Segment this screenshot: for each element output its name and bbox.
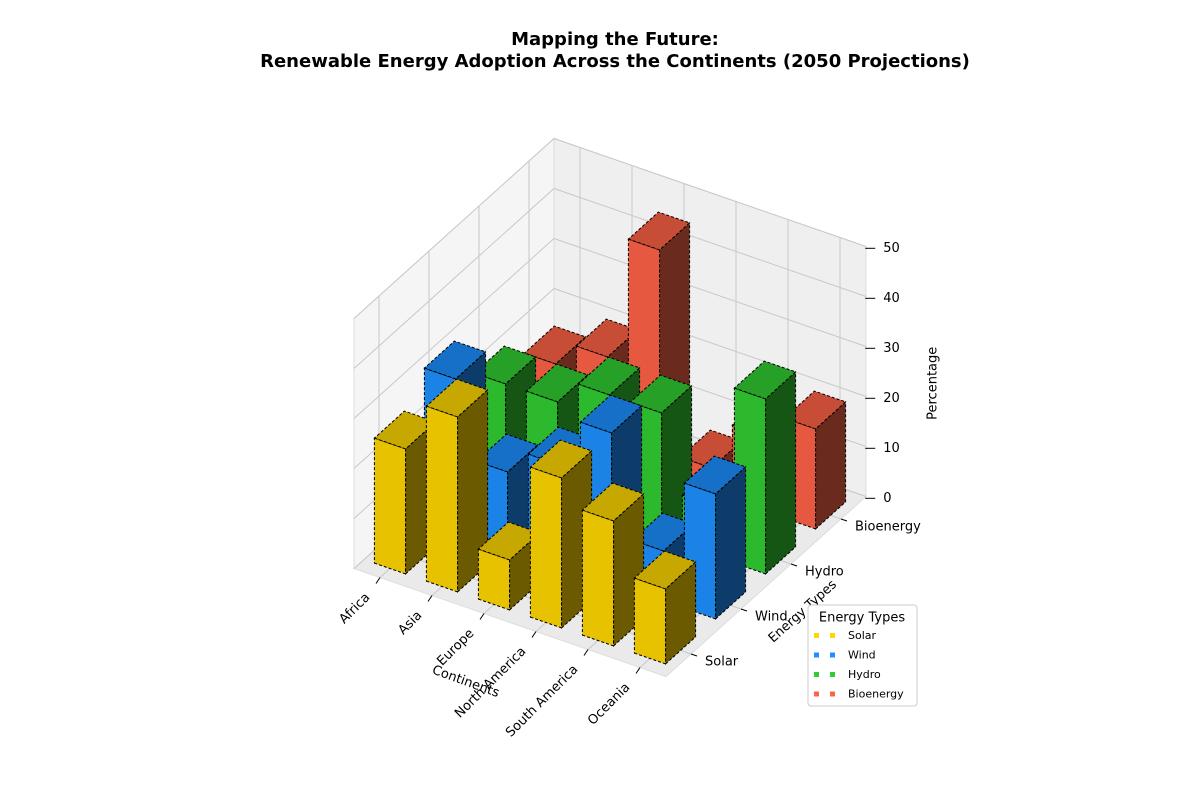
z-axis-label: Percentage <box>926 347 941 420</box>
y-tick-label: Wind <box>755 610 788 625</box>
bar-top <box>581 482 645 522</box>
y-tick <box>690 653 698 657</box>
legend-label: Bioenergy <box>848 688 904 701</box>
x-tick-label: Oceania <box>585 680 633 728</box>
legend-label: Solar <box>848 629 877 642</box>
x-tick <box>375 577 381 584</box>
bar-top <box>733 360 797 400</box>
legend-marker <box>830 672 835 677</box>
x-tick-label: Africa <box>336 590 373 627</box>
bar-front <box>633 577 667 665</box>
x-tick <box>583 649 589 656</box>
x-tick <box>427 595 433 602</box>
grid-line <box>353 237 867 419</box>
bar-side <box>765 370 797 576</box>
legend-marker <box>830 652 835 658</box>
bar-top <box>529 439 593 479</box>
bar-top <box>633 550 697 590</box>
bar-top <box>579 394 643 434</box>
bar-top <box>683 455 747 495</box>
z-tick-label: 30 <box>883 341 900 356</box>
bar-front <box>529 466 563 629</box>
y-tick-label: Hydro <box>805 565 844 580</box>
legend-marker <box>830 633 835 638</box>
bar-front <box>581 509 615 647</box>
x-tick <box>635 667 641 674</box>
legend-marker <box>830 691 835 697</box>
x-tick-label: South America <box>503 662 581 740</box>
x-tick <box>531 631 537 638</box>
legend-marker <box>814 652 819 658</box>
x-tick-label: Europe <box>434 626 477 669</box>
bar-top <box>629 374 693 414</box>
legend-box <box>807 604 918 707</box>
bar-front <box>425 405 459 593</box>
x-tick <box>479 613 485 620</box>
z-tick-label: 40 <box>883 291 900 306</box>
grid-line <box>353 137 867 319</box>
z-tick-label: 0 <box>883 491 891 506</box>
legend-label: Wind <box>848 649 876 662</box>
legend-marker <box>814 672 819 677</box>
bar <box>633 550 697 666</box>
x-tick-label: Asia <box>395 608 425 638</box>
bar-front <box>477 548 511 611</box>
bar-top <box>783 390 847 430</box>
bar-top <box>679 429 743 469</box>
bar-top <box>523 325 587 365</box>
bar-front <box>373 437 407 575</box>
grid-line <box>353 287 867 469</box>
y-tick <box>740 608 748 612</box>
y-tick-label: Solar <box>705 655 739 670</box>
bar-top <box>627 211 691 251</box>
z-tick-label: 10 <box>883 441 900 456</box>
grid-line <box>353 187 867 369</box>
bar-top <box>475 433 539 473</box>
bar-top <box>473 345 537 385</box>
z-tick-label: 20 <box>883 391 900 406</box>
bar-top <box>477 521 541 561</box>
bar-top <box>577 356 641 396</box>
z-tick-label: 50 <box>883 241 900 256</box>
y-tick-label: Bioenergy <box>855 520 921 535</box>
bar-top <box>631 512 695 552</box>
chart-title: Mapping the Future: <box>511 29 719 50</box>
bar <box>425 378 489 594</box>
y-tick <box>790 563 798 567</box>
y-tick <box>840 518 848 522</box>
legend-marker <box>814 633 819 638</box>
legend-label: Hydro <box>848 668 881 681</box>
legend-title: Energy Types <box>819 611 906 626</box>
bar-top <box>423 340 487 380</box>
bar-top <box>525 363 589 403</box>
chart-title: Renewable Energy Adoption Across the Con… <box>260 51 970 72</box>
bar-top <box>373 410 437 450</box>
legend-marker <box>814 691 819 697</box>
bar-top <box>425 378 489 418</box>
bar-top <box>575 318 639 358</box>
